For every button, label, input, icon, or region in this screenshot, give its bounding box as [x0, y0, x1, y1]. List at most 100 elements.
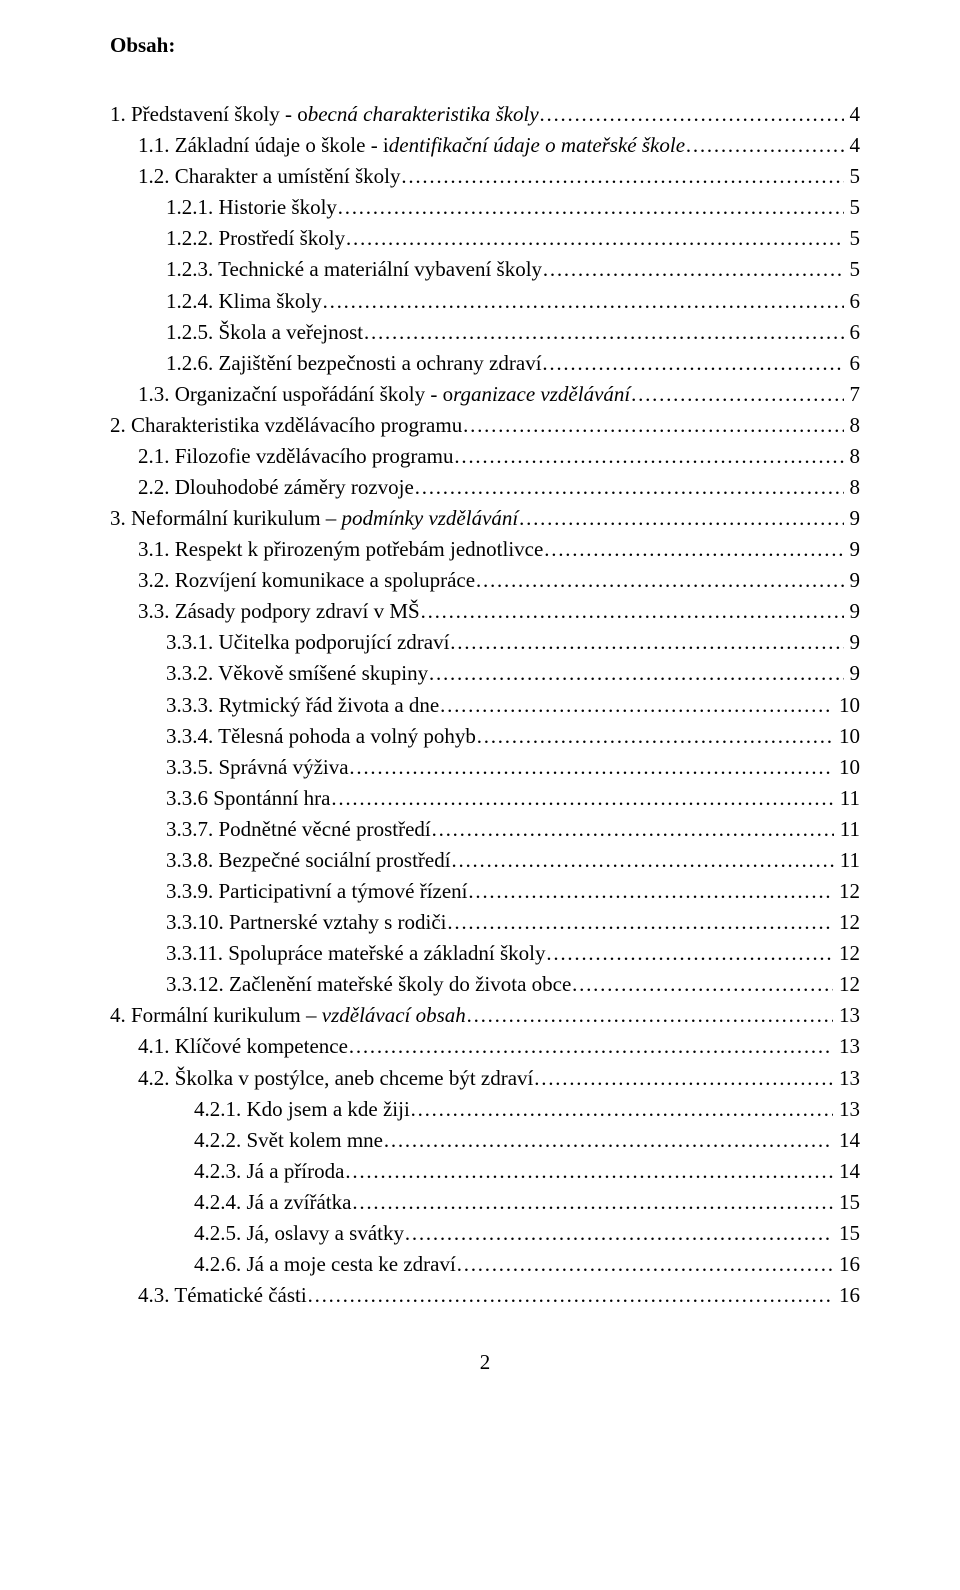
toc-text: Tělesná pohoda a volný pohyb — [218, 724, 476, 748]
toc-line: 3.3.11. Spolupráce mateřské a základní š… — [110, 938, 860, 969]
toc-page: 8 — [844, 410, 861, 441]
toc-label: 3.3.4. Tělesná pohoda a volný pohyb — [166, 721, 476, 752]
toc-number: 1.2.1. — [166, 195, 213, 219]
toc-page: 9 — [844, 503, 861, 534]
toc-number: 3.3. — [138, 599, 170, 623]
toc-leader — [456, 1249, 833, 1280]
toc-label: 4.2.5. Já, oslavy a svátky — [194, 1218, 404, 1249]
toc-label: 1.1. Základní údaje o škole - identifika… — [138, 130, 685, 161]
toc-line: 1.3. Organizační uspořádání školy - orga… — [110, 379, 860, 410]
toc-page: 9 — [844, 565, 861, 596]
toc-page: 16 — [833, 1249, 860, 1280]
toc-label: 3.3.1. Učitelka podporující zdraví — [166, 627, 449, 658]
toc-label: 3.2. Rozvíjení komunikace a spolupráce — [138, 565, 475, 596]
toc-line: 4.3. Tématické části16 — [110, 1280, 860, 1311]
toc-leader — [462, 410, 843, 441]
toc-text: Dlouhodobé záměry rozvoje — [175, 475, 414, 499]
toc-leader — [630, 379, 843, 410]
toc-line: 2. Charakteristika vzdělávacího programu… — [110, 410, 860, 441]
toc-text: Filozofie vzdělávacího programu — [175, 444, 454, 468]
toc-leader — [307, 1280, 833, 1311]
toc-label: 3.3.11. Spolupráce mateřské a základní š… — [166, 938, 545, 969]
toc-label: 3. Neformální kurikulum – podmínky vzděl… — [110, 503, 518, 534]
toc-page: 5 — [844, 161, 861, 192]
toc-number: 4.2.4. — [194, 1190, 241, 1214]
toc-line: 3.1. Respekt k přirozeným potřebám jedno… — [110, 534, 860, 565]
toc-text: Svět kolem mne — [247, 1128, 383, 1152]
toc-label: 3.3. Zásady podpory zdraví v MŠ — [138, 596, 420, 627]
toc-label: 1.2.3. Technické a materiální vybavení š… — [166, 254, 542, 285]
toc-label: 3.3.7. Podnětné věcné prostředí — [166, 814, 431, 845]
toc-label: 3.3.10. Partnerské vztahy s rodiči — [166, 907, 447, 938]
toc-text: Zásady podpory zdraví v MŠ — [175, 599, 420, 623]
toc-label: 4.2.2. Svět kolem mne — [194, 1125, 383, 1156]
toc-number: 1.2.6. — [166, 351, 213, 375]
toc-text: Neformální kurikulum – — [131, 506, 342, 530]
toc-number: 1.2. — [138, 164, 170, 188]
toc-number: 1.3. — [138, 382, 170, 406]
toc-number: 4.2.1. — [194, 1097, 241, 1121]
toc-line: 3.3.2. Věkově smíšené skupiny9 — [110, 658, 860, 689]
toc-line: 3.3.5. Správná výživa10 — [110, 752, 860, 783]
toc-text: Formální kurikulum – — [131, 1003, 322, 1027]
toc-line: 2.1. Filozofie vzdělávacího programu8 — [110, 441, 860, 472]
toc-line: 4.2.5. Já, oslavy a svátky 15 — [110, 1218, 860, 1249]
toc-page: 13 — [833, 1063, 860, 1094]
toc-page: 8 — [844, 472, 861, 503]
toc-line: 4.2.4. Já a zvířátka15 — [110, 1187, 860, 1218]
toc-leader — [414, 472, 844, 503]
toc-text: Školka v postýlce, aneb chceme být zdrav… — [175, 1066, 534, 1090]
toc-text: Tématické části — [174, 1283, 306, 1307]
toc-leader — [571, 969, 833, 1000]
toc-leader — [542, 348, 844, 379]
toc-line: 3.3.7. Podnětné věcné prostředí11 — [110, 814, 860, 845]
toc-line: 1.2.3. Technické a materiální vybavení š… — [110, 254, 860, 285]
toc-number: 1.2.5. — [166, 320, 213, 344]
toc-leader — [351, 1187, 833, 1218]
toc-label: 3.3.9. Participativní a týmové řízení — [166, 876, 468, 907]
toc-label: 2. Charakteristika vzdělávacího programu — [110, 410, 462, 441]
toc-line: 3. Neformální kurikulum – podmínky vzděl… — [110, 503, 860, 534]
toc-text: Základní údaje o škole - i — [175, 133, 389, 157]
toc-label: 1.2. Charakter a umístění školy — [138, 161, 400, 192]
toc-label: 1.2.6. Zajištění bezpečnosti a ochrany z… — [166, 348, 542, 379]
toc-line: 1.2.1. Historie školy5 — [110, 192, 860, 223]
toc-page: 5 — [844, 254, 861, 285]
toc-number: 3.2. — [138, 568, 170, 592]
toc-line: 3.3.4. Tělesná pohoda a volný pohyb10 — [110, 721, 860, 752]
toc-text: Učitelka podporující zdraví — [219, 630, 450, 654]
toc-line: 1.2.2. Prostředí školy5 — [110, 223, 860, 254]
toc-leader — [543, 534, 843, 565]
toc-page: 9 — [844, 627, 861, 658]
toc-page: 13 — [833, 1000, 860, 1031]
toc-text: Bezpečné sociální prostředí — [219, 848, 451, 872]
toc-label: 3.3.12. Začlenění mateřské školy do živo… — [166, 969, 571, 1000]
toc-leader — [363, 317, 843, 348]
toc-page: 12 — [833, 969, 860, 1000]
toc-page: 15 — [833, 1218, 860, 1249]
toc-number: 4.3. — [138, 1283, 170, 1307]
toc-label: 1.2.4. Klima školy — [166, 286, 322, 317]
toc-number: 1.2.2. — [166, 226, 213, 250]
toc-label: 1.3. Organizační uspořádání školy - orga… — [138, 379, 630, 410]
toc-line: 4.2.2. Svět kolem mne 14 — [110, 1125, 860, 1156]
toc-page: 6 — [844, 348, 861, 379]
toc-label: 4.1. Klíčové kompetence — [138, 1031, 348, 1062]
toc-leader — [518, 503, 843, 534]
toc-page: 11 — [834, 783, 860, 814]
toc-page: 15 — [833, 1187, 860, 1218]
toc-leader — [420, 596, 844, 627]
toc-text: Participativní a týmové řízení — [219, 879, 468, 903]
toc-number: 1.2.3. — [166, 257, 213, 281]
toc-line: 1.2.6. Zajištění bezpečnosti a ochrany z… — [110, 348, 860, 379]
toc-line: 4.2.3. Já a příroda14 — [110, 1156, 860, 1187]
toc-number: 3.3.1. — [166, 630, 213, 654]
toc-leader — [344, 1156, 833, 1187]
toc-leader — [539, 99, 844, 130]
toc-page: 14 — [833, 1125, 860, 1156]
toc-number: 3.3.12. — [166, 972, 224, 996]
page-title: Obsah: — [110, 30, 860, 61]
toc-number: 3.3.11. — [166, 941, 223, 965]
toc-leader — [453, 441, 843, 472]
toc-text: Klíčové kompetence — [175, 1034, 348, 1058]
